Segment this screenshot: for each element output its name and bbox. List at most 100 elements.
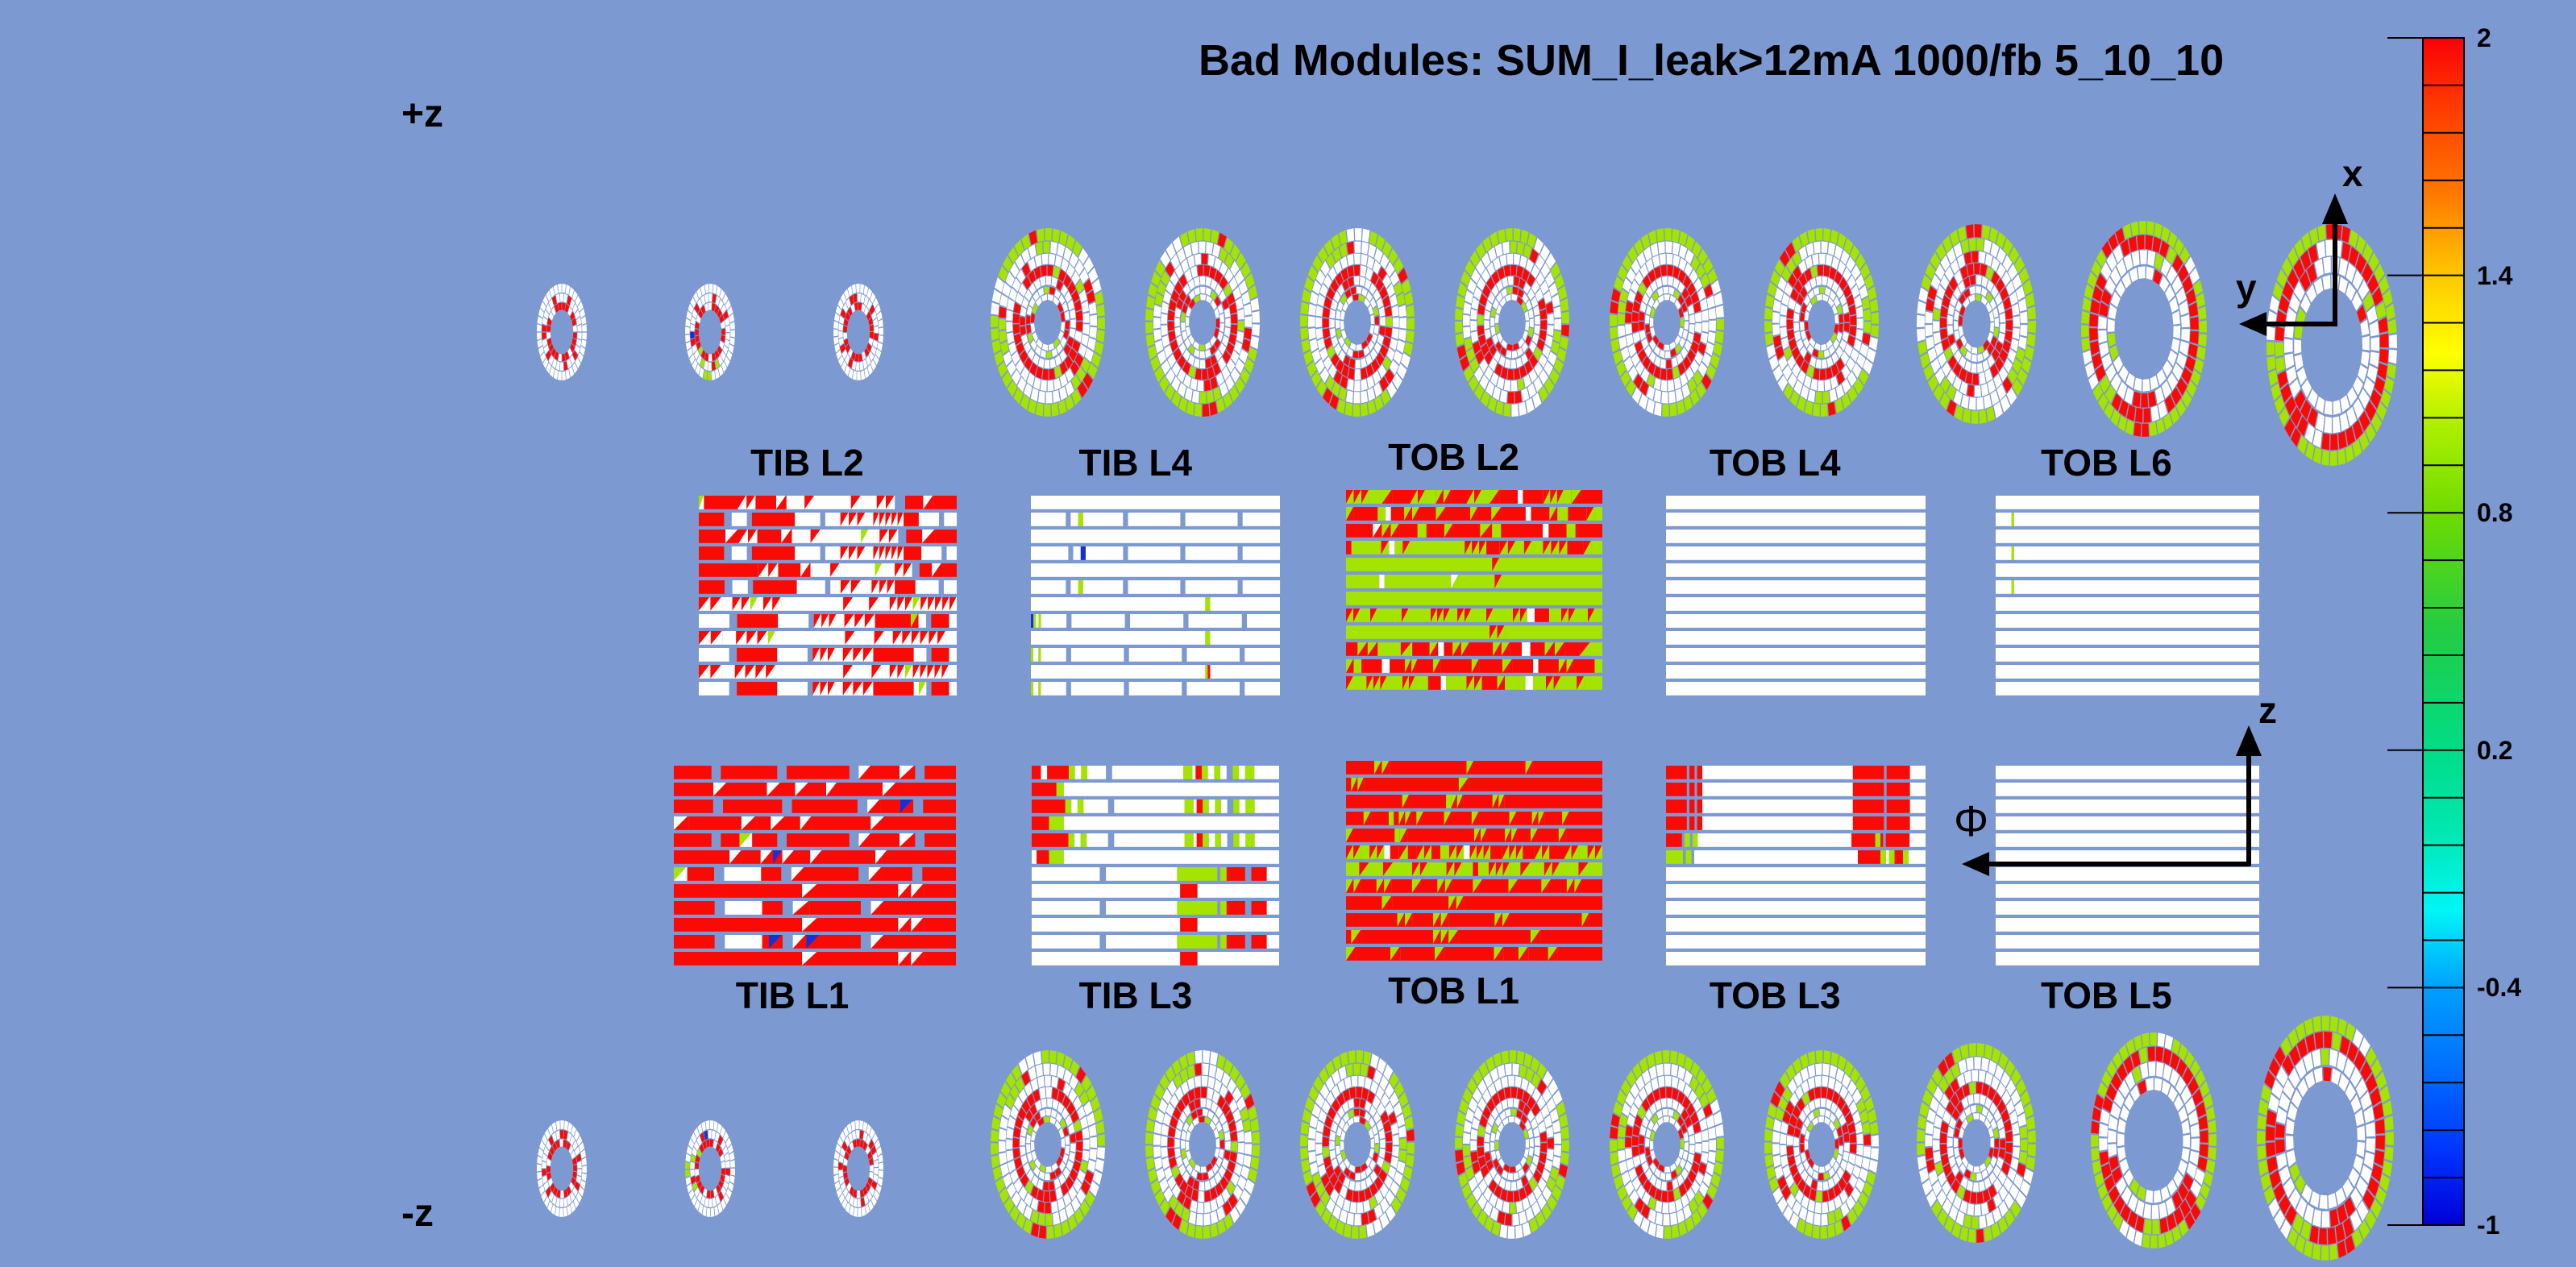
module-cell <box>1351 541 1381 555</box>
disk-module <box>1213 387 1222 401</box>
disk-module <box>1923 363 1934 381</box>
disk-module <box>1326 1165 1335 1178</box>
disk-module <box>1029 1103 1037 1116</box>
disk-module <box>868 338 874 347</box>
disk-module <box>1849 1132 1857 1143</box>
disk-module <box>2379 276 2390 294</box>
disk-module <box>548 1135 554 1146</box>
module-triangle <box>1452 642 1461 656</box>
disk-module <box>1472 341 1481 355</box>
disk-module <box>1809 356 1817 368</box>
disk-module <box>855 362 860 371</box>
disk-module <box>1807 1077 1815 1090</box>
disk-module <box>875 348 882 359</box>
disk-module <box>1974 224 1982 238</box>
endcap-disk <box>685 284 735 380</box>
disk-module <box>1697 342 1706 355</box>
disk-module <box>1614 276 1624 292</box>
disk-module <box>1516 1109 1523 1120</box>
disk-module <box>1176 1156 1183 1168</box>
disk-module <box>1527 1128 1534 1139</box>
disk-module <box>1236 1120 1244 1132</box>
disk-module <box>1525 1120 1531 1131</box>
disk-module <box>2368 252 2379 272</box>
disk-module <box>1021 234 1031 250</box>
disk-module <box>704 302 708 312</box>
disk-module <box>1532 333 1539 345</box>
disk-module <box>1477 314 1484 325</box>
disk-module <box>869 1157 874 1165</box>
disk-module <box>1682 1096 1691 1110</box>
endcap-disk <box>1764 228 1879 417</box>
module-cell <box>1186 648 1240 662</box>
barrel-grid-TIB-L4 <box>1031 496 1281 696</box>
disk-module <box>1786 1135 1793 1145</box>
disk-module <box>1507 1098 1513 1107</box>
module-cell <box>1205 665 1208 679</box>
disk-module <box>1508 1075 1514 1086</box>
disk-module <box>2375 1186 2387 1206</box>
disk-module <box>720 1126 726 1138</box>
module-triangle <box>1353 609 1361 622</box>
module-cell <box>815 496 851 509</box>
disk-module <box>1535 1111 1544 1124</box>
disk-module <box>559 1139 563 1147</box>
module-triangle <box>802 884 817 898</box>
disk-module <box>2365 423 2376 443</box>
disk-module <box>1308 316 1315 327</box>
disk-module <box>1988 1148 1994 1159</box>
disk-module <box>1948 1205 1959 1221</box>
module-cell <box>1346 642 1358 656</box>
module-triangle <box>897 597 905 611</box>
disk-module <box>2320 1245 2329 1261</box>
disk-module <box>1005 1094 1015 1109</box>
disk-module <box>1020 306 1027 317</box>
disk-module <box>1145 1157 1155 1171</box>
disk-module <box>1780 250 1790 267</box>
module-triangle <box>1418 490 1425 504</box>
disk-module <box>1840 1202 1850 1217</box>
module-triangle <box>929 631 937 645</box>
disk-module <box>2187 1162 2197 1179</box>
disk-module <box>1828 1178 1835 1189</box>
disk-module <box>1472 1161 1481 1174</box>
disk-module <box>1153 1146 1161 1158</box>
disk-module <box>1684 340 1692 352</box>
disk-module <box>861 303 866 313</box>
disk-module <box>726 350 733 361</box>
disk-module <box>725 317 730 326</box>
disk-module <box>1531 1118 1538 1129</box>
disk-module <box>1221 366 1231 380</box>
disk-module <box>1714 292 1723 306</box>
disk-module <box>1662 404 1669 417</box>
disk-module <box>1194 1075 1201 1087</box>
module-cell <box>887 850 956 864</box>
disk-module <box>1083 1101 1093 1115</box>
disk-module <box>1516 1179 1523 1190</box>
disk-module <box>1021 297 1029 309</box>
disk-module <box>1682 330 1689 340</box>
module-triangle <box>898 918 910 932</box>
disk-module <box>2260 1173 2271 1191</box>
module-cell <box>1254 800 1279 813</box>
disk-module <box>1967 384 1974 397</box>
module-cell <box>1346 676 1354 690</box>
module-cell <box>1361 609 1370 622</box>
disk-module <box>2370 1058 2383 1078</box>
module-cell <box>776 665 844 679</box>
module-cell <box>1185 546 1238 560</box>
disk-module <box>1639 393 1648 410</box>
disk-module <box>999 1140 1006 1153</box>
disk-module <box>1707 268 1718 285</box>
disk-module <box>1552 1120 1561 1133</box>
disk-module <box>1953 376 1962 391</box>
disk-module <box>1236 252 1246 269</box>
disk-module <box>848 348 853 358</box>
disk-module <box>1956 339 1963 350</box>
module-cell <box>1207 766 1215 779</box>
disk-module <box>1634 1095 1643 1109</box>
disk-module <box>2000 395 2010 413</box>
disk-module <box>1529 341 1537 353</box>
disk-module <box>1506 350 1512 359</box>
module-cell <box>1575 524 1602 538</box>
